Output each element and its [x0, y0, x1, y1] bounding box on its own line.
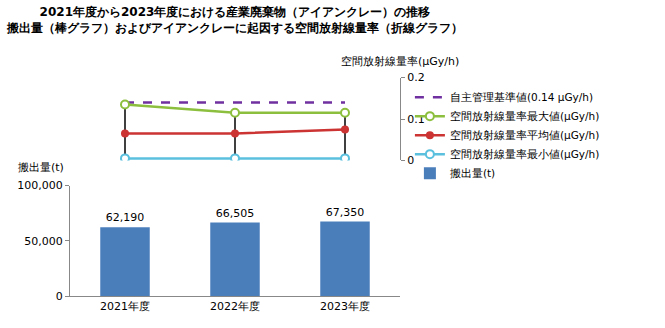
svg-text:50,000: 50,000 — [24, 235, 63, 248]
svg-text:2023年度: 2023年度 — [320, 300, 370, 313]
svg-text:0.2: 0.2 — [407, 71, 425, 84]
svg-text:100,000: 100,000 — [17, 179, 63, 192]
svg-text:空間放射線量率最小値(μGy/h): 空間放射線量率最小値(μGy/h) — [450, 148, 599, 160]
svg-text:0: 0 — [56, 290, 63, 303]
svg-text:空間放射線量率平均値(μGy/h): 空間放射線量率平均値(μGy/h) — [450, 129, 599, 141]
svg-text:2021年度から2023年度における産業廃棄物（アイアンクレ: 2021年度から2023年度における産業廃棄物（アイアンクレー）の推移搬出量（棒… — [6, 5, 463, 35]
svg-text:0.1: 0.1 — [407, 113, 425, 126]
svg-text:空間放射線量率(μGy/h): 空間放射線量率(μGy/h) — [341, 55, 459, 68]
svg-text:自主管理基準値(0.14 μGy/h): 自主管理基準値(0.14 μGy/h) — [450, 91, 593, 103]
svg-text:67,350: 67,350 — [326, 206, 365, 219]
svg-text:搬出量(t): 搬出量(t) — [18, 161, 64, 174]
svg-text:0: 0 — [407, 154, 414, 167]
svg-text:空間放射線量率最大値(μGy/h): 空間放射線量率最大値(μGy/h) — [450, 110, 599, 122]
svg-text:66,505: 66,505 — [216, 207, 255, 220]
svg-text:2021年度: 2021年度 — [100, 300, 150, 313]
svg-text:搬出量(t): 搬出量(t) — [450, 167, 495, 179]
svg-text:62,190: 62,190 — [106, 211, 145, 224]
svg-text:2022年度: 2022年度 — [210, 300, 260, 313]
